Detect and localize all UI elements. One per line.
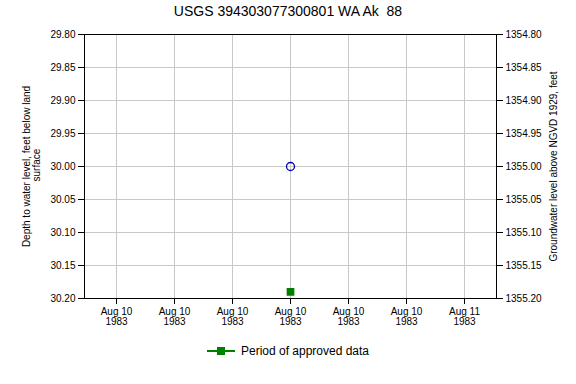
svg-text:1354.80: 1354.80	[506, 29, 543, 40]
svg-text:Aug 101983: Aug 101983	[391, 306, 423, 327]
svg-text:1355.15: 1355.15	[506, 260, 543, 271]
svg-text:29.80: 29.80	[50, 29, 75, 40]
svg-text:Aug 101983: Aug 101983	[159, 306, 191, 327]
svg-text:Aug 111983: Aug 111983	[449, 306, 480, 327]
svg-text:1354.90: 1354.90	[506, 95, 543, 106]
svg-text:30.00: 30.00	[50, 161, 75, 172]
svg-text:1355.20: 1355.20	[506, 293, 543, 304]
svg-text:1355.05: 1355.05	[506, 194, 543, 205]
svg-text:30.05: 30.05	[50, 194, 75, 205]
svg-text:30.15: 30.15	[50, 260, 75, 271]
svg-text:Aug 101983: Aug 101983	[333, 306, 365, 327]
svg-text:Aug 101983: Aug 101983	[217, 306, 249, 327]
svg-text:Depth to water level, feet bel: Depth to water level, feet below land su…	[21, 86, 42, 247]
html-text:Period of approved data: Period of approved data	[241, 344, 369, 358]
svg-text:29.90: 29.90	[50, 95, 75, 106]
svg-text:1354.95: 1354.95	[506, 128, 543, 139]
svg-text:1355.00: 1355.00	[506, 161, 543, 172]
svg-text:Aug 101983: Aug 101983	[275, 306, 307, 327]
svg-text:29.85: 29.85	[50, 62, 75, 73]
svg-text:1355.10: 1355.10	[506, 227, 543, 238]
svg-text:Aug 101983: Aug 101983	[101, 306, 133, 327]
svg-text:30.20: 30.20	[50, 293, 75, 304]
svg-text:1354.85: 1354.85	[506, 62, 543, 73]
svg-text:29.95: 29.95	[50, 128, 75, 139]
svg-text:30.10: 30.10	[50, 227, 75, 238]
html-text:USGS 394303077300801 WA Ak 88: USGS 394303077300801 WA Ak 88	[173, 3, 403, 19]
svg-text:Groundwater level above NGVD 1: Groundwater level above NGVD 1929, feet	[548, 71, 559, 261]
